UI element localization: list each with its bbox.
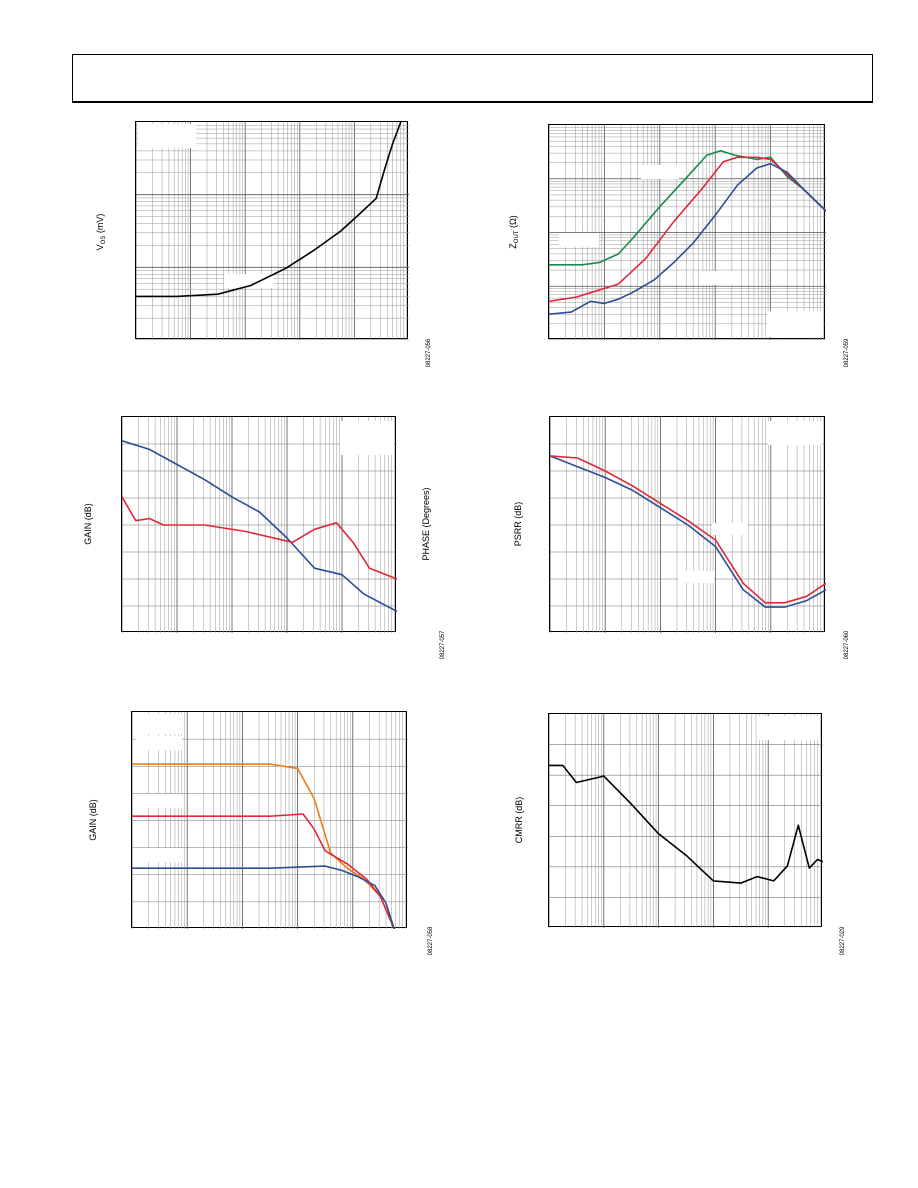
legend-box [767,311,823,337]
series-line-blue [550,455,826,608]
zout-plot-svg [549,125,826,340]
legend-box [768,421,822,445]
grid [136,122,409,340]
vos-y-axis-label: VOS (mV) [95,197,107,267]
gain3-plot-svg [132,712,408,929]
series-line-black [549,764,823,884]
gain3-figure-number: 08227-058 [428,926,434,956]
grid [549,714,823,928]
vos-plot-svg [136,122,409,340]
page-header-box [72,54,873,103]
legend-box [757,716,819,740]
gainphase-plot [121,416,397,633]
series-line-black [136,122,402,298]
vos-y-rest: (mV) [95,213,105,236]
zout-y-rest: (Ω) [508,215,518,231]
gainphase-y-left-label: GAIN (dB) [83,503,93,545]
annotation-box [136,736,182,750]
gainphase-figure-number: 08227-057 [440,630,446,660]
vos-y-sub: OS [101,235,107,245]
grid [550,417,826,633]
legend-box [134,714,182,734]
annotation-box [136,794,182,808]
annotation-box [641,165,679,179]
psrr-plot [549,416,826,633]
annotation-box [224,274,274,288]
gainphase-y-right-label: PHASE (Degrees) [421,487,431,561]
legend-box [340,421,394,455]
cmrr-y-axis-label: CMRR (dB) [514,796,524,844]
gainphase-plot-svg [122,417,397,633]
series-line-blue [132,865,395,929]
cmrr-figure-number: 08227-029 [840,926,846,956]
vos-figure-number: 08227-056 [426,338,432,368]
psrr-plot-svg [550,417,826,633]
gain3-plot [131,711,408,929]
zout-y-sub: OUT [514,230,520,244]
cmrr-plot [548,713,823,928]
annotation-box [701,271,739,285]
cmrr-plot-svg [549,714,823,928]
psrr-y-axis-label: PSRR (dB) [513,501,523,547]
vos-plot [135,121,409,340]
zout-y-main: Z [508,243,518,249]
psrr-figure-number: 08227-060 [844,630,850,660]
annotation-box [678,571,714,583]
vos-y-main: V [95,244,105,251]
legend-box [138,124,196,148]
annotation-box [559,233,599,247]
grid [549,125,826,340]
annotation-box [712,523,748,535]
series-line-red [122,496,397,580]
annotation-box [136,848,182,862]
series-line-red [132,813,395,929]
series-line-blue [549,162,826,315]
series-line-orange [132,763,395,929]
zout-figure-number: 08227-059 [844,338,850,368]
zout-y-axis-label: ZOUT (Ω) [508,194,520,270]
series-line-red [550,455,826,604]
gain3-y-axis-label: GAIN (dB) [88,799,98,841]
zout-plot [548,124,826,340]
series-line-blue [122,440,397,613]
